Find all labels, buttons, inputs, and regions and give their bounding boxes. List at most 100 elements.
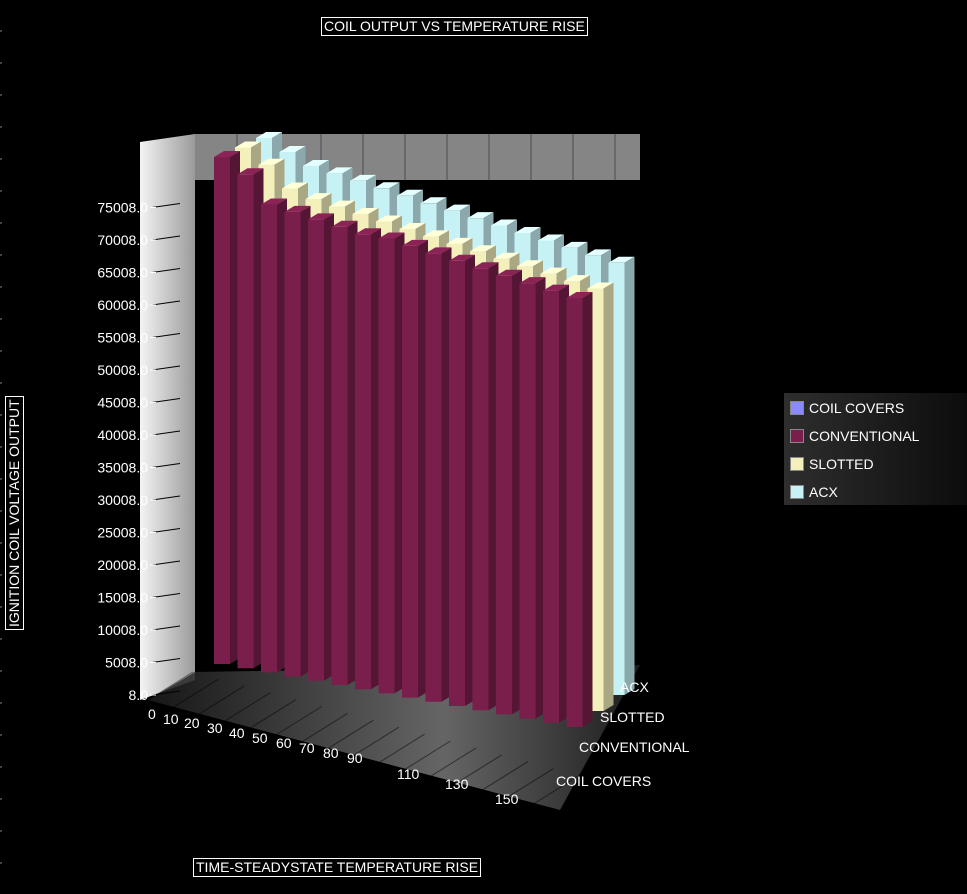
bar-top (303, 159, 329, 166)
floor-gridline (508, 768, 554, 798)
y-tick-label: 20008.0 (97, 557, 148, 573)
bar-front (519, 283, 536, 719)
y-gridline (151, 300, 181, 306)
bar-top (446, 237, 473, 244)
x-tick-label: 80 (323, 745, 339, 761)
y-gridline (151, 235, 181, 241)
bar-top (397, 189, 423, 196)
bar-top (566, 292, 593, 299)
y-gridline (151, 333, 181, 338)
legend-swatch (790, 401, 804, 415)
bar-top (373, 182, 400, 189)
legend: COIL COVERS CONVENTIONAL SLOTTED ACX (784, 393, 967, 505)
bar-front (355, 234, 371, 690)
y-gridline (151, 560, 181, 566)
left-wall (140, 134, 195, 700)
bar (496, 269, 522, 715)
bar-top (331, 220, 358, 227)
legend-item: COIL COVERS (790, 397, 904, 419)
y-gridline (151, 463, 181, 468)
legend-swatch (790, 457, 804, 471)
bar (472, 262, 499, 711)
chart-title: COIL OUTPUT VS TEMPERATURE RISE (321, 17, 588, 36)
bar-front (496, 275, 512, 715)
legend-label: COIL COVERS (809, 400, 905, 416)
floor-gridline (533, 775, 580, 804)
bar-front (543, 290, 559, 723)
floor-gridline (224, 692, 271, 722)
bar-top (564, 275, 590, 282)
bar (425, 247, 452, 702)
bar-top (214, 151, 240, 158)
bar-top (519, 277, 546, 284)
floor-gridline (405, 740, 451, 770)
bar-front (308, 219, 324, 681)
bar-front (237, 174, 254, 669)
y-gridline (151, 398, 181, 403)
bar-top (355, 228, 381, 235)
bar-top (585, 249, 611, 256)
y-gridline (151, 593, 181, 598)
depth-label: COIL COVERS (556, 773, 651, 789)
y-tick-label: 30008.0 (97, 492, 148, 508)
bar-top (261, 198, 287, 205)
floor-gridline (302, 712, 348, 742)
depth-label: SLOTTED (600, 709, 665, 725)
x-tick-label: 50 (252, 730, 268, 746)
y-tick-label: 55008.0 (97, 330, 148, 346)
floor-gridline (276, 706, 323, 735)
bar-top (491, 219, 517, 226)
bar (261, 198, 287, 673)
floor-gridline (559, 781, 606, 811)
bar-top (493, 252, 520, 259)
bar-top (420, 197, 447, 204)
floor-gridline (456, 754, 503, 784)
y-gridline (151, 495, 181, 501)
legend-item: SLOTTED (790, 453, 874, 475)
floor-gridline (430, 747, 477, 777)
window-edge (0, 0, 2, 894)
legend-item: ACX (790, 481, 838, 503)
bar-top (540, 267, 567, 274)
bar-top (402, 239, 428, 246)
bar-top (256, 132, 282, 139)
y-gridline (151, 625, 181, 631)
bar-top (467, 212, 494, 219)
bar-side (582, 292, 593, 727)
y-gridline (151, 690, 181, 696)
bar-top (538, 234, 564, 241)
bar-top (587, 282, 614, 289)
legend-item: CONVENTIONAL (790, 425, 919, 447)
bar-top (514, 227, 541, 234)
depth-label: ACX (620, 679, 649, 695)
bar-front (472, 268, 489, 711)
y-gridline (151, 658, 181, 663)
bar-top (326, 167, 353, 174)
bar-front (566, 298, 583, 727)
bar-front (402, 245, 418, 698)
y-tick-label: 15008.0 (97, 590, 148, 606)
x-tick-label: 60 (276, 735, 292, 751)
y-tick-label: 40008.0 (97, 427, 148, 443)
x-tick-label: 90 (347, 750, 363, 766)
bar-front (331, 226, 348, 685)
y-tick-label: 65008.0 (97, 265, 148, 281)
y-gridline (151, 365, 181, 371)
y-tick-label: 50008.0 (97, 362, 148, 378)
bar (214, 151, 240, 664)
legend-label: CONVENTIONAL (809, 428, 920, 444)
legend-swatch (790, 429, 804, 443)
bar-top (496, 269, 522, 276)
x-tick-label: 110 (397, 766, 420, 782)
bar (566, 292, 593, 727)
bar-top (517, 260, 543, 267)
y-tick-label: 70008.0 (97, 232, 148, 248)
x-tick-label: 40 (229, 725, 245, 741)
floor-gridline (353, 726, 400, 756)
bar-side (603, 282, 614, 711)
chart-axes: 8.05008.010008.015008.020008.025008.0300… (97, 200, 689, 808)
bar-front (449, 260, 465, 706)
y-tick-label: 45008.0 (97, 395, 148, 411)
bar-top (308, 213, 334, 220)
